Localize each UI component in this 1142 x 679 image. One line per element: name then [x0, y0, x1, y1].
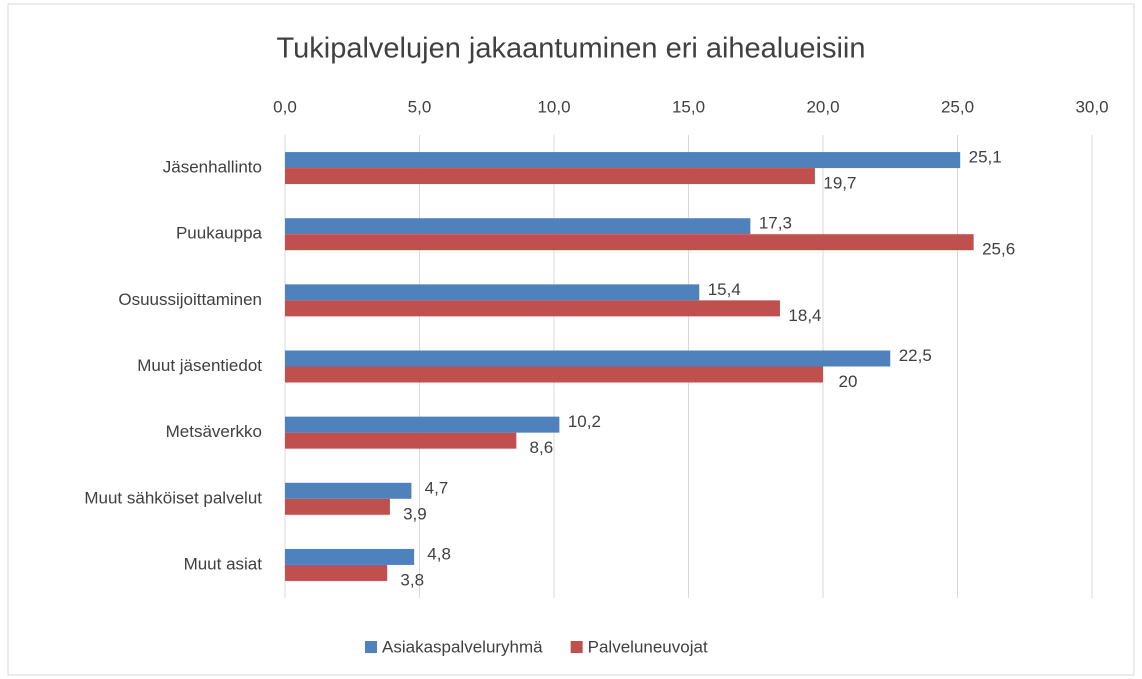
bar: [285, 284, 700, 301]
data-label: 8,6: [530, 438, 554, 457]
x-tick-label: 30,0: [1075, 97, 1108, 116]
legend-swatch: [570, 641, 583, 653]
bar: [285, 218, 751, 235]
bar: [285, 498, 390, 515]
bar: [285, 564, 388, 581]
category-label: Muut asiat: [184, 554, 263, 573]
bar: [285, 234, 974, 251]
data-label: 25,6: [982, 240, 1015, 259]
data-label: 25,1: [969, 148, 1002, 167]
bar: [285, 350, 891, 367]
x-tick-label: 10,0: [537, 97, 570, 116]
data-label: 4,8: [427, 544, 451, 563]
data-label: 22,5: [899, 346, 932, 365]
x-tick-label: 15,0: [672, 97, 705, 116]
data-label: 10,2: [568, 412, 601, 431]
bar: [285, 152, 961, 169]
bar: [285, 416, 560, 433]
category-label: Jäsenhallinto: [163, 158, 262, 177]
chart-border: [7, 3, 1135, 676]
data-label: 17,3: [759, 214, 792, 233]
data-label: 3,9: [403, 504, 427, 523]
data-label: 4,7: [425, 478, 449, 497]
chart-title: Tukipalvelujen jakaantuminen eri aihealu…: [277, 33, 866, 65]
legend-label: Palveluneuvojat: [588, 637, 708, 656]
x-tick-label: 5,0: [408, 97, 432, 116]
legend-swatch: [365, 641, 377, 653]
category-label: Puukauppa: [176, 224, 263, 243]
x-tick-label: 20,0: [806, 97, 839, 116]
bar: [285, 300, 780, 317]
data-label: 3,8: [400, 570, 424, 589]
category-label: Osuussijoittaminen: [118, 290, 262, 309]
x-tick-label: 25,0: [941, 97, 974, 116]
data-label: 19,7: [823, 174, 856, 193]
data-label: 15,4: [708, 280, 741, 299]
bar: [285, 548, 415, 565]
bar: [285, 366, 823, 383]
category-label: Muut sähköiset palvelut: [84, 488, 262, 507]
bar: [285, 432, 517, 449]
data-label: 18,4: [788, 306, 821, 325]
category-label: Muut jäsentiedot: [137, 356, 262, 375]
x-tick-label: 0,0: [273, 97, 297, 116]
category-label: Metsäverkko: [166, 422, 262, 441]
bar: [285, 168, 815, 185]
bar: [285, 482, 412, 499]
data-label: 20: [839, 372, 858, 391]
legend-label: Asiakaspalveluryhmä: [382, 637, 543, 656]
